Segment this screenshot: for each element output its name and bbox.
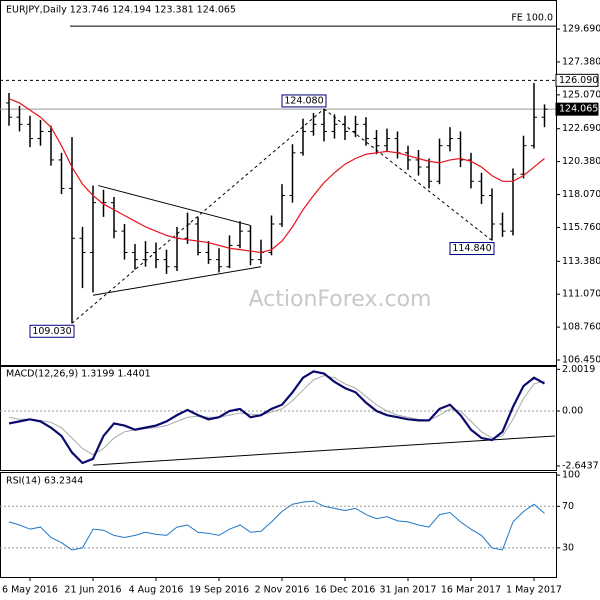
y-tick-label: 2.0019	[562, 364, 595, 375]
callout-label: 124.080	[284, 95, 323, 106]
x-tick-label: 21 Jun 2016	[64, 585, 121, 596]
y-tick-label: 0.00	[562, 405, 583, 416]
level-label: 124.065	[559, 104, 598, 115]
macd-trendline	[92, 435, 556, 466]
trendline	[71, 108, 325, 324]
level-label: 126.090	[559, 75, 598, 86]
level-box	[555, 102, 599, 116]
y-tick-label: -2.6437	[562, 460, 599, 471]
price-panel	[0, 0, 557, 366]
y-tick-label: 111.070	[562, 289, 600, 300]
callout-box	[281, 94, 327, 108]
x-tick-label: 4 Aug 2016	[129, 585, 184, 596]
x-tick-label: 1 May 2017	[506, 585, 562, 596]
macd-title: MACD(12,26,9) 1.3199 1.4401	[6, 369, 151, 380]
rsi-panel	[0, 472, 557, 578]
y-tick-label: 115.760	[562, 222, 600, 233]
y-tick-label: 70	[562, 501, 574, 512]
y-tick-label: 127.380	[562, 56, 600, 67]
y-tick-label: 118.070	[562, 189, 600, 200]
y-tick-label: 125.070	[562, 89, 600, 100]
y-tick-label: 30	[562, 542, 574, 553]
y-tick-label: 122.690	[562, 123, 600, 134]
x-tick-label: 16 Dec 2016	[315, 585, 376, 596]
watermark: ActionForex.com	[249, 287, 432, 312]
x-tick-label: 31 Jan 2017	[380, 585, 437, 596]
y-tick-label: 108.760	[562, 322, 600, 333]
macd-line	[8, 370, 546, 465]
x-tick-label: 16 Mar 2017	[441, 585, 501, 596]
trendline	[98, 185, 251, 226]
y-tick-label: 106.450	[562, 355, 600, 366]
y-tick-label: 100	[562, 470, 580, 481]
y-tick-label: 113.380	[562, 256, 600, 267]
y-tick-label: 129.690	[562, 24, 600, 35]
fe-label: FE 100.0	[511, 13, 553, 24]
trendline	[92, 266, 262, 296]
rsi-line	[8, 500, 545, 551]
x-tick-label: 19 Sep 2016	[189, 585, 249, 596]
macd-panel	[0, 366, 557, 471]
y-tick-label: 120.380	[562, 156, 600, 167]
x-tick-label: 2 Nov 2016	[255, 585, 310, 596]
moving-average	[8, 98, 545, 254]
callout-label: 114.840	[452, 243, 491, 254]
chart-title: EURJPY,Daily 123.746 124.194 123.381 124…	[6, 5, 236, 16]
rsi-title: RSI(14) 63.2344	[6, 476, 83, 487]
x-tick-label: 6 May 2016	[2, 585, 58, 596]
callout-box	[29, 324, 75, 338]
level-box	[555, 73, 599, 87]
callout-label: 109.030	[32, 326, 71, 337]
callout-box	[449, 242, 495, 256]
